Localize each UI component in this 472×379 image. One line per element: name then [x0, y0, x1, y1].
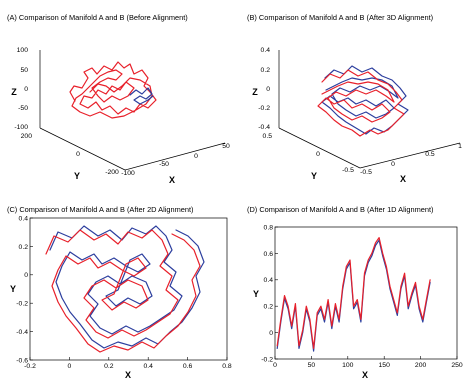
panel-a-y-tick: 0 — [76, 151, 80, 158]
panel-a-axes — [39, 50, 226, 171]
panel-b-y-tick: 0.5 — [263, 133, 273, 140]
panel-b-plot — [317, 65, 409, 137]
panel-d-plot — [276, 237, 431, 352]
panel-b-title: (B) Comparison of Manifold A and B (Afte… — [247, 13, 433, 22]
y-tick-label: -0.6 — [16, 357, 28, 364]
panel-a-x-tick: 50 — [222, 143, 230, 150]
x-tick-label: 0.2 — [104, 363, 114, 370]
y-tick-label: -0.4 — [16, 329, 28, 336]
panel-b-x-tick: -0.5 — [360, 169, 372, 176]
panel-d-x-label: X — [362, 370, 368, 379]
x-tick-label: 0.6 — [183, 363, 193, 370]
panel-b-z-label: Z — [252, 87, 258, 97]
panel-c-x-label: X — [125, 370, 131, 379]
panel-a-x-tick: -100 — [121, 170, 135, 177]
panel-b-series-b — [321, 65, 409, 135]
x-tick-label: 0 — [68, 363, 72, 370]
panel-a-z-tick: 0 — [24, 86, 28, 93]
panel-a-z-tick: 50 — [20, 67, 28, 74]
panel-b-z-tick: 0.4 — [261, 47, 271, 54]
panel-b-z-tick: -0.4 — [258, 124, 270, 131]
panel-b-x-tick: 1 — [458, 143, 462, 150]
y-tick-label: 0.6 — [264, 251, 274, 258]
y-tick-label: 0.2 — [264, 304, 274, 311]
panel-a-z-tick: 100 — [17, 47, 29, 54]
panel-c-plot — [45, 225, 205, 353]
panel-a-y-tick: 200 — [21, 133, 33, 140]
x-tick-label: 100 — [342, 362, 354, 369]
panel-c: (C) Comparison of Manifold A and B (Afte… — [7, 205, 232, 379]
panel-b-x-tick: 0.5 — [425, 151, 435, 158]
panel-b-series-a — [317, 69, 405, 137]
panel-a-x-tick: -50 — [159, 161, 169, 168]
y-tick-label: -0.2 — [261, 356, 273, 363]
y-tick-label: -0.2 — [16, 301, 28, 308]
y-tick-label: 0.4 — [19, 215, 29, 222]
panel-d-frame — [274, 226, 458, 360]
panel-c-title: (C) Comparison of Manifold A and B (Afte… — [7, 205, 194, 214]
x-tick-label: 200 — [415, 362, 427, 369]
panel-d-series-a — [276, 237, 431, 349]
panel-d-ticks: 0 50 100 150 200 250-0.200.20.40.60.8 — [261, 224, 463, 369]
panel-a-title: (A) Comparison of Manifold A and B (Befo… — [7, 13, 188, 22]
y-tick-label: 0.8 — [264, 224, 274, 231]
panel-b-y-axis — [278, 127, 361, 169]
panel-b-y-tick: -0.5 — [342, 167, 354, 174]
panel-b-axes — [278, 50, 461, 169]
panel-a-y-tick: -200 — [105, 169, 119, 176]
panel-b-y-label: Y — [311, 171, 317, 181]
y-tick-label: 0.4 — [264, 277, 274, 284]
x-tick-label: 0 — [273, 362, 277, 369]
y-tick-label: 0 — [24, 272, 28, 279]
panel-a-z-tick: -50 — [18, 105, 28, 112]
panel-c-ticks: -0.2 0 0.2 0.4 0.6 0.8 -0.6 -0.4 -0.2 0 0.2 0.4 — [16, 215, 232, 370]
panel-a-series-a — [69, 61, 157, 119]
x-tick-label: -0.2 — [24, 363, 36, 370]
panel-b-x-axis — [359, 142, 461, 169]
y-tick-label: 0 — [269, 330, 273, 337]
panel-a-x-label: X — [169, 175, 175, 185]
panel-a: (A) Comparison of Manifold A and B (Befo… — [7, 13, 230, 185]
x-tick-label: 150 — [379, 362, 391, 369]
panel-b: (B) Comparison of Manifold A and B (Afte… — [247, 13, 462, 184]
panel-b-x-tick: 0 — [391, 161, 395, 168]
panel-a-plot — [69, 61, 157, 119]
panel-a-z-label: Z — [11, 87, 17, 97]
panel-b-z-tick: 0 — [266, 86, 270, 93]
x-tick-label: 50 — [308, 362, 316, 369]
panel-c-frame — [29, 217, 228, 361]
x-tick-label: 0.4 — [143, 363, 153, 370]
panel-c-y-label: Y — [10, 284, 16, 294]
panel-a-x-axis — [124, 142, 226, 171]
y-tick-label: 0.2 — [19, 244, 29, 251]
panel-b-x-label: X — [400, 174, 406, 184]
panel-b-y-tick: 0 — [316, 151, 320, 158]
panel-b-z-tick: 0.2 — [261, 67, 271, 74]
panel-a-y-axis — [39, 127, 126, 171]
panel-d-y-label: Y — [253, 289, 259, 299]
panel-d: (D) Comparison of Manifold A and B (Afte… — [247, 205, 463, 379]
panel-c-series-a — [45, 229, 201, 353]
panel-c-series-b — [49, 225, 205, 349]
panel-a-y-label: Y — [74, 171, 80, 181]
panel-a-z-tick: -100 — [14, 124, 28, 131]
panel-d-title: (D) Comparison of Manifold A and B (Afte… — [247, 205, 434, 214]
panel-a-series-b — [129, 87, 154, 105]
panel-a-x-tick: 0 — [194, 153, 198, 160]
panel-b-z-tick: -0.2 — [258, 105, 270, 112]
x-tick-label: 0.8 — [222, 363, 232, 370]
x-tick-label: 250 — [451, 362, 463, 369]
